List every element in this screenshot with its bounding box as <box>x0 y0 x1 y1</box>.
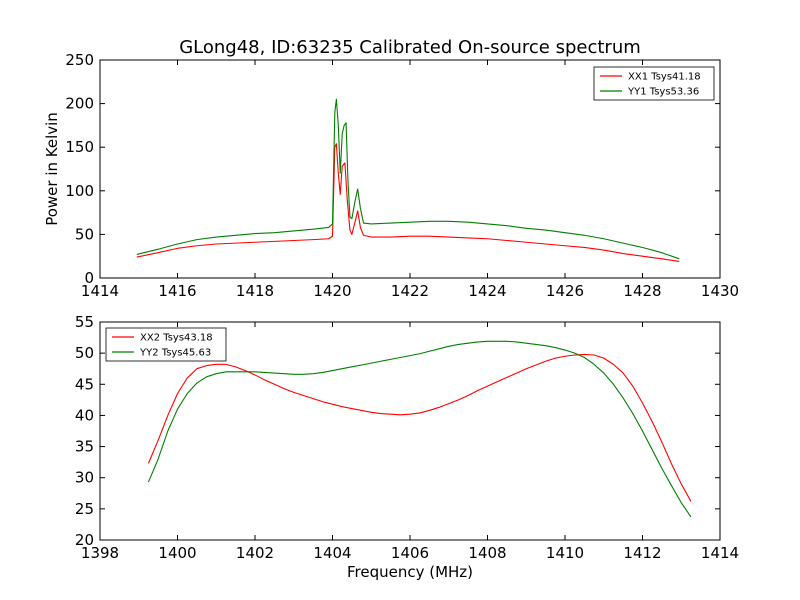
series-group <box>136 98 680 262</box>
x-axis-label: Frequency (MHz) <box>347 563 473 581</box>
y-tick-label: 35 <box>75 438 94 456</box>
y-tick-label: 45 <box>75 375 94 393</box>
y-tick-label: 50 <box>75 225 94 243</box>
y-axis-label: Power in Kelvin <box>43 112 61 226</box>
legend-box <box>593 66 715 101</box>
series-line-top-1 <box>136 143 680 262</box>
x-tick-label: 1418 <box>236 282 274 300</box>
x-tick-label: 1430 <box>701 282 739 300</box>
x-tick-label: 1414 <box>81 282 119 300</box>
plot-top: 1414 1416 1418 1420 1422 1424 1426 1428 1430 0 50 1… <box>65 51 739 300</box>
y-tick-label: 30 <box>75 469 94 487</box>
legend: XX2 Tsys43.18 YY2 Tsys45.63 <box>105 327 227 362</box>
series-group <box>147 340 692 518</box>
x-tick-label: 1406 <box>391 544 429 562</box>
y-tick-label: 25 <box>75 500 94 518</box>
plot-bottom: 1398 1400 1402 1404 1406 1408 1410 1412 1414 20 25… <box>75 313 739 562</box>
x-tick-label: 1412 <box>623 544 661 562</box>
x-tick-label: 1422 <box>391 282 429 300</box>
y-tick-label: 40 <box>75 406 94 424</box>
x-tick-label: 1402 <box>236 544 274 562</box>
y-tick-label: 20 <box>75 531 94 549</box>
series-line-top-2 <box>136 98 680 260</box>
y-tick-label: 55 <box>75 313 94 331</box>
x-tick-label: 1420 <box>313 282 351 300</box>
x-tick-label: 1400 <box>158 544 196 562</box>
x-tick-label: 1410 <box>546 544 584 562</box>
series-line-bottom-1 <box>147 353 692 502</box>
x-tick-label: 1414 <box>701 544 739 562</box>
x-tick-label: 1416 <box>158 282 196 300</box>
y-tick-label: 150 <box>65 138 94 156</box>
legend-label: XX2 Tsys43.18 <box>140 333 213 344</box>
x-tick-label: 1408 <box>468 544 506 562</box>
x-tick-label: 1404 <box>313 544 351 562</box>
x-tick-label: 1428 <box>623 282 661 300</box>
legend-label: YY1 Tsys53.36 <box>627 87 699 98</box>
y-tick-label: 200 <box>65 95 94 113</box>
x-tick-label: 1398 <box>81 544 119 562</box>
series-line-bottom-2 <box>147 340 692 518</box>
legend-label: YY2 Tsys45.63 <box>139 348 211 359</box>
legend-box <box>105 327 227 362</box>
y-tick-label: 100 <box>65 182 94 200</box>
y-tick-label: 50 <box>75 344 94 362</box>
legend-label: XX1 Tsys41.18 <box>628 72 701 83</box>
x-tick-label: 1426 <box>546 282 584 300</box>
y-tick-label: 0 <box>84 269 94 287</box>
y-tick-label: 250 <box>65 51 94 69</box>
chart-title: GLong48, ID:63235 Calibrated On-source s… <box>179 37 641 58</box>
legend: XX1 Tsys41.18 YY1 Tsys53.36 <box>593 66 715 101</box>
x-tick-label: 1424 <box>468 282 506 300</box>
